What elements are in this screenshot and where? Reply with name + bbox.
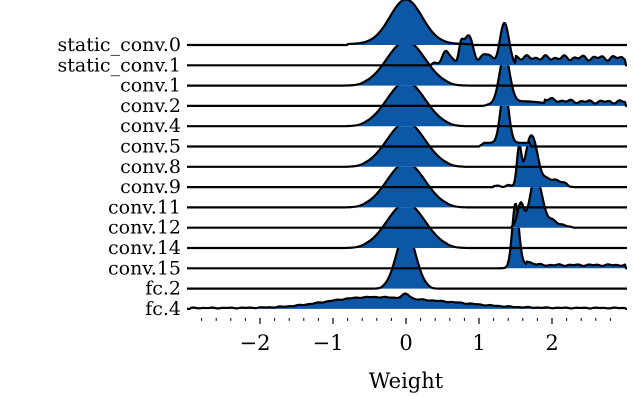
row-label: conv.15 <box>108 257 181 279</box>
row-label: conv.4 <box>120 115 181 137</box>
x-axis: −2 −1 0 1 2 <box>201 317 611 355</box>
ridge-outline <box>186 173 628 229</box>
ridge-fill <box>187 162 627 208</box>
ridge-static_conv.0 <box>186 0 628 47</box>
ridge-fc.4 <box>186 292 628 310</box>
ridge-fill <box>187 135 627 188</box>
row-label: conv.5 <box>120 136 181 158</box>
row-label: conv.2 <box>120 95 181 117</box>
ridge-fill <box>187 81 627 127</box>
ridge-fill <box>187 203 627 248</box>
row-label: static_conv.1 <box>58 54 182 76</box>
x-tick-label: 0 <box>399 331 412 355</box>
row-label: fc.4 <box>145 298 181 320</box>
x-tick-label: 2 <box>545 331 558 355</box>
ridge-conv.9 <box>186 134 628 189</box>
ridge-conv.8 <box>186 121 628 168</box>
ridge-fill <box>187 174 627 228</box>
x-tick-label: −2 <box>240 331 271 355</box>
ridges <box>186 0 628 310</box>
ridge-conv.12 <box>186 173 628 229</box>
ridge-conv.5 <box>186 86 628 148</box>
ridge-outline <box>186 0 628 47</box>
row-label: static_conv.0 <box>58 34 182 56</box>
ridge-outline <box>186 202 628 270</box>
ridge-outline <box>186 21 628 67</box>
row-label: conv.12 <box>108 217 181 239</box>
ridge-fill <box>187 122 627 167</box>
row-label: conv.1 <box>120 75 181 97</box>
x-axis-title: Weight <box>369 369 444 393</box>
x-tick-label: 1 <box>472 331 485 355</box>
ridge-conv.2 <box>186 53 628 107</box>
ridge-outline <box>186 134 628 189</box>
ridge-outline <box>186 53 628 107</box>
row-label: conv.9 <box>120 176 181 198</box>
ridge-fill <box>187 0 627 45</box>
row-label: fc.2 <box>145 278 181 300</box>
ridge-outline <box>186 292 628 310</box>
ridge-outline <box>186 86 628 148</box>
row-label: conv.11 <box>108 196 181 218</box>
ridge-fill <box>187 40 627 86</box>
row-labels: fc.4fc.2conv.15conv.14conv.12conv.11conv… <box>58 34 182 320</box>
ridge-fill <box>187 231 627 289</box>
ridge-static_conv.1 <box>186 21 628 67</box>
row-label: conv.14 <box>108 237 181 259</box>
row-label: conv.8 <box>120 156 181 178</box>
x-tick-label: −1 <box>313 331 344 355</box>
ridge-fill <box>187 22 627 66</box>
ridge-fill <box>187 293 627 309</box>
